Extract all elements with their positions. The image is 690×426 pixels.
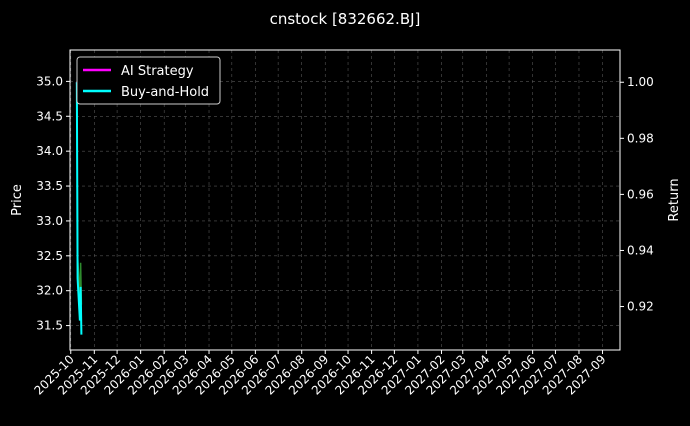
y-tick-label: 34.5 [36, 109, 63, 123]
y2-axis-label: Return [667, 178, 682, 221]
y2-tick-label: 0.94 [627, 243, 654, 257]
axes: 2025-102025-112025-122026-012026-022026-… [32, 74, 654, 397]
chart-title: cnstock [832662.BJ] [270, 10, 421, 28]
plot-frame [69, 49, 621, 351]
y-tick-label: 33.0 [36, 214, 63, 228]
legend-box [76, 56, 221, 105]
legend-label-ai-strategy: AI Strategy [121, 64, 194, 79]
legend: AI Strategy Buy-and-Hold [76, 56, 221, 105]
y2-tick-label: 0.98 [627, 131, 654, 145]
y-tick-label: 32.5 [36, 249, 63, 263]
y2-tick-label: 0.92 [627, 300, 654, 314]
y-tick-label: 31.5 [36, 319, 63, 333]
y-axis-label: Price [10, 184, 25, 216]
y-tick-label: 34.0 [36, 144, 63, 158]
series-line-buy-and-hold [75, 82, 83, 335]
legend-label-buy-and-hold: Buy-and-Hold [121, 85, 209, 100]
y-tick-label: 32.0 [36, 284, 63, 298]
y2-tick-label: 0.96 [627, 187, 654, 201]
y-tick-label: 35.0 [36, 74, 63, 88]
y2-tick-label: 1.00 [627, 75, 654, 89]
y-tick-label: 33.5 [36, 179, 63, 193]
grid [70, 50, 620, 350]
